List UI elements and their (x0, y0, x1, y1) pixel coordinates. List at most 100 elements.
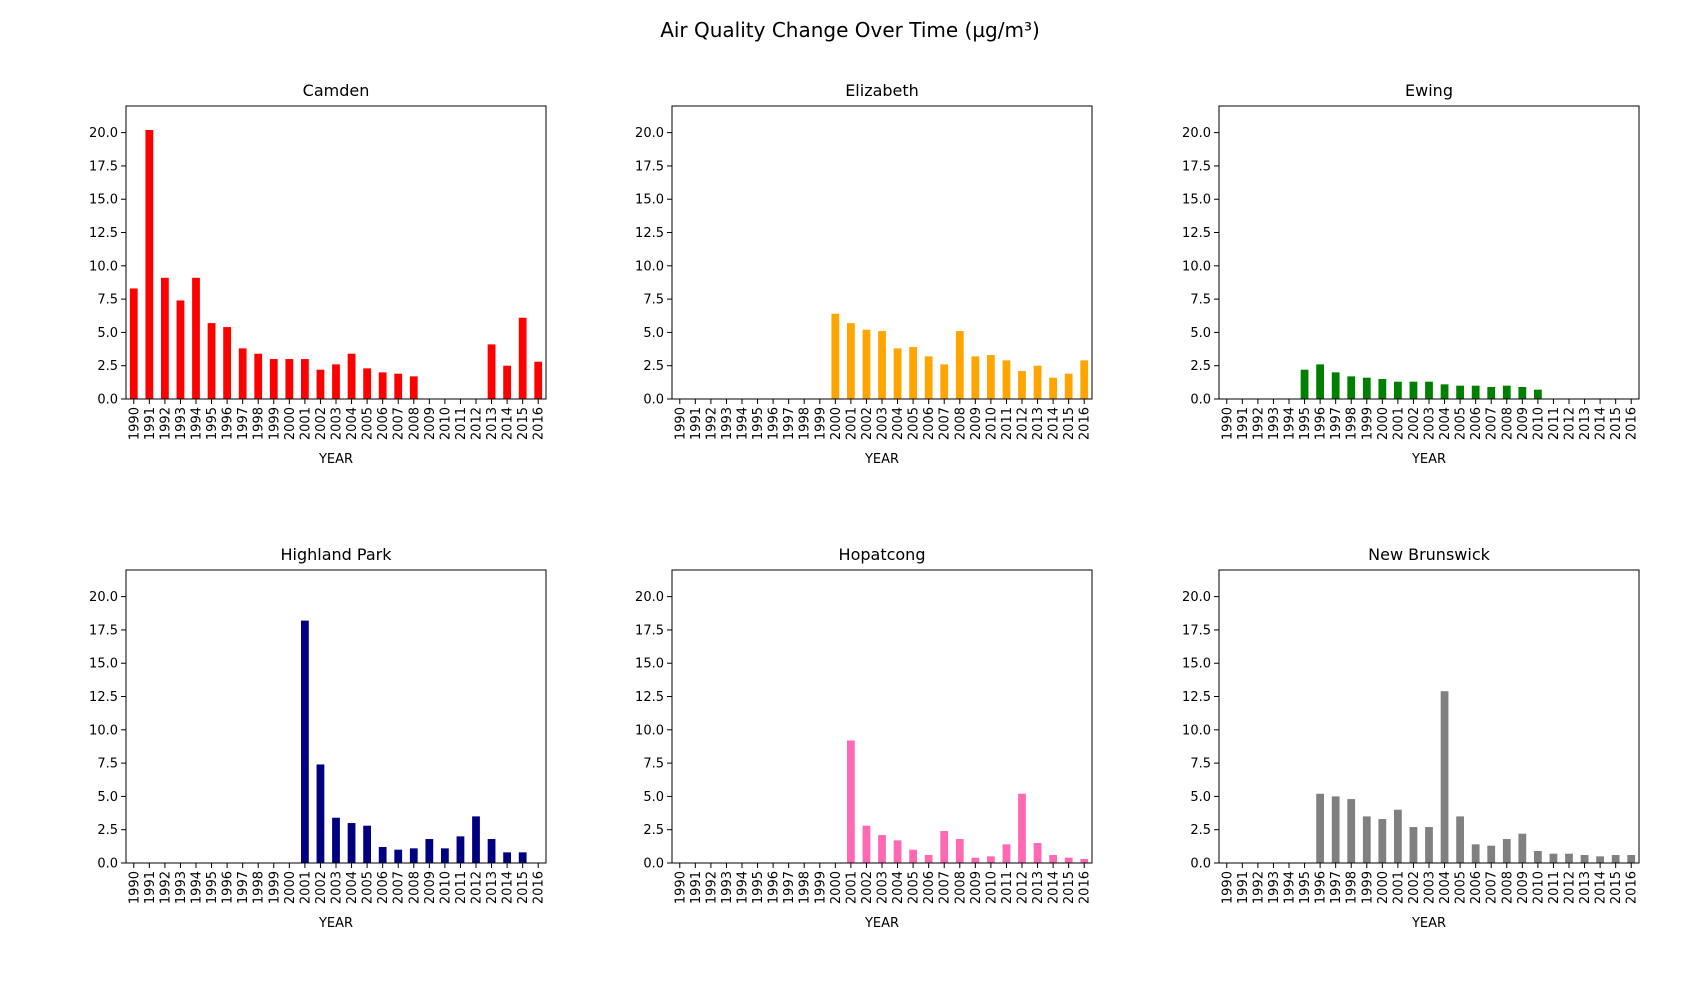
plot-frame (125, 105, 547, 400)
subplot-title: New Brunswick (1368, 545, 1490, 564)
x-tick-label: 2004 (891, 407, 906, 440)
x-tick-label: 2016 (1078, 871, 1093, 904)
x-tick-label: 2004 (345, 871, 360, 904)
y-tick-label: 17.5 (89, 623, 118, 638)
bar-2013 (1580, 855, 1589, 863)
x-tick-label: 2011 (1547, 871, 1562, 904)
bar-2005 (909, 347, 917, 399)
bar-2014 (1596, 856, 1604, 863)
bar-2004 (347, 823, 356, 863)
bar-2005 (909, 849, 917, 863)
x-tick-label: 1996 (767, 407, 782, 440)
x-tick-label: 1990 (127, 871, 142, 904)
x-tick-label: 2011 (1547, 407, 1562, 440)
x-tick-label: 1995 (205, 407, 220, 440)
x-tick-label: 1996 (767, 871, 782, 904)
x-tick-label: 2010 (1531, 871, 1546, 904)
x-axis-label: YEAR (1411, 452, 1446, 467)
y-tick-label: 17.5 (1182, 623, 1211, 638)
bar-2006 (378, 372, 387, 399)
plot-frame (125, 569, 547, 864)
subplot-title: Elizabeth (845, 81, 919, 100)
x-tick-label: 2003 (330, 871, 345, 904)
bar-2009 (971, 356, 980, 399)
x-tick-label: 2013 (1031, 871, 1046, 904)
x-tick-label: 2013 (1578, 407, 1593, 440)
y-tick-label: 12.5 (89, 226, 118, 241)
bar-2000 (285, 359, 294, 399)
x-tick-label: 2005 (1454, 871, 1469, 904)
bar-1991 (145, 129, 154, 399)
x-tick-label: 1997 (1329, 871, 1344, 904)
x-tick-label: 2008 (407, 407, 422, 440)
x-tick-label: 2014 (1594, 871, 1609, 904)
bar-1993 (176, 300, 185, 399)
x-tick-label: 2004 (1438, 871, 1453, 904)
x-tick-label: 1998 (1345, 871, 1360, 904)
bar-2011 (1002, 360, 1011, 399)
y-tick-label: 7.5 (97, 293, 118, 308)
x-tick-label: 1993 (720, 407, 735, 440)
bar-1998 (1347, 799, 1356, 863)
y-tick-label: 15.0 (89, 657, 118, 672)
bar-2005 (363, 368, 371, 399)
x-tick-label: 2015 (516, 871, 531, 904)
x-tick-label: 1994 (190, 407, 205, 440)
bar-2000 (1378, 819, 1387, 863)
x-tick-label: 1995 (205, 871, 220, 904)
bar-2014 (503, 365, 511, 399)
x-tick-label: 2005 (361, 871, 376, 904)
x-tick-label: 1991 (143, 871, 158, 904)
subplot-title: Camden (303, 81, 370, 100)
y-tick-label: 12.5 (1182, 690, 1211, 705)
bar-2001 (847, 740, 855, 863)
bar-2011 (1002, 844, 1011, 863)
y-tick-label: 17.5 (89, 159, 118, 174)
x-tick-label: 1997 (782, 407, 797, 440)
x-tick-label: 2014 (501, 871, 516, 904)
x-tick-label: 1990 (1220, 871, 1235, 904)
bar-2000 (831, 313, 840, 399)
x-tick-label: 2014 (1047, 407, 1062, 440)
bar-2008 (1502, 839, 1511, 863)
subplot-title: Ewing (1405, 81, 1453, 100)
x-tick-label: 2016 (1625, 407, 1640, 440)
x-tick-label: 2008 (953, 407, 968, 440)
x-tick-label: 2016 (1078, 407, 1093, 440)
x-tick-label: 1992 (1251, 871, 1266, 904)
y-tick-label: 5.0 (1190, 326, 1211, 341)
x-tick-label: 2010 (438, 407, 453, 440)
bar-2006 (924, 855, 933, 863)
x-tick-label: 2001 (298, 407, 313, 440)
bar-2008 (409, 376, 418, 399)
bar-2010 (987, 856, 995, 863)
bar-2004 (347, 353, 356, 399)
y-tick-label: 7.5 (97, 757, 118, 772)
bar-2008 (955, 331, 964, 399)
bar-1995 (207, 323, 216, 399)
bar-2007 (394, 373, 403, 399)
x-tick-label: 1994 (1283, 407, 1298, 440)
x-tick-label: 2016 (532, 871, 547, 904)
y-tick-label: 10.0 (89, 259, 118, 274)
y-tick-label: 15.0 (1182, 193, 1211, 208)
x-tick-label: 2012 (1563, 407, 1578, 440)
x-tick-label: 2004 (891, 871, 906, 904)
x-tick-label: 2000 (283, 407, 298, 440)
subplot-highland-park: Highland Park 0.0 2.5 5.0 7.5 10.0 12.5 15.0 17.… (89, 545, 547, 931)
x-tick-label: 2000 (1376, 871, 1391, 904)
bar-2013 (487, 344, 496, 399)
x-tick-label: 1991 (1236, 871, 1251, 904)
bar-2004 (1440, 384, 1449, 399)
x-tick-label: 2011 (454, 871, 469, 904)
y-tick-label: 15.0 (1182, 657, 1211, 672)
y-tick-label: 2.5 (643, 359, 664, 374)
bar-2014 (1049, 855, 1057, 863)
subplot-hopatcong: Hopatcong 0.0 2.5 5.0 7.5 10.0 12.5 15.0 17.5 20.… (635, 545, 1093, 931)
x-tick-label: 2013 (1578, 871, 1593, 904)
x-tick-label: 1997 (236, 871, 251, 904)
bar-1992 (161, 277, 169, 399)
bar-2009 (971, 857, 980, 863)
x-tick-label: 2012 (470, 871, 485, 904)
